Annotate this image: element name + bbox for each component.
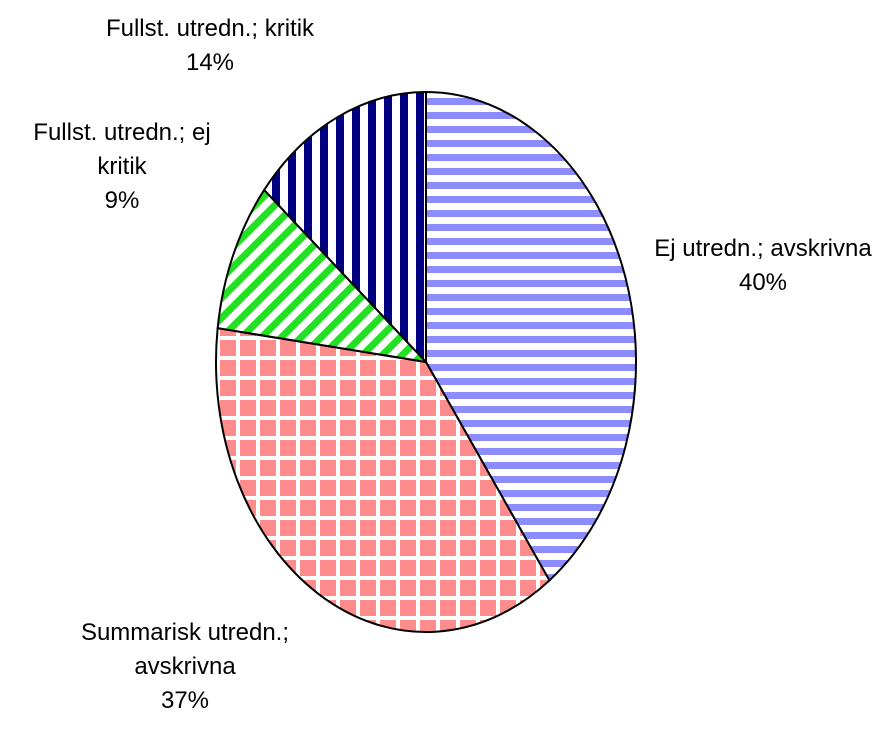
category-label: Fullst. utredn.; ej kritik bbox=[33, 119, 211, 180]
value-label: 37% bbox=[160, 687, 210, 714]
pie-slice bbox=[215, 327, 551, 633]
category-label: Ej utredn.; avskrivna bbox=[654, 235, 872, 262]
category-label: Summarisk utredn.; avskrivna bbox=[80, 619, 290, 680]
pie-slice bbox=[263, 91, 427, 363]
value-label: 40% bbox=[738, 269, 788, 296]
pie-slice bbox=[425, 91, 637, 582]
slice-label: Ej utredn.; avskrivna 40% bbox=[634, 232, 892, 300]
slice-label: Fullst. utredn.; kritik 14% bbox=[60, 12, 360, 80]
value-label: 9% bbox=[104, 187, 140, 214]
slice-label: Fullst. utredn.; ej kritik 9% bbox=[12, 116, 232, 218]
pie-slice bbox=[216, 188, 427, 363]
value-label: 14% bbox=[185, 49, 235, 76]
category-label: Fullst. utredn.; kritik bbox=[105, 15, 315, 42]
slice-label: Summarisk utredn.; avskrivna 37% bbox=[65, 616, 305, 718]
